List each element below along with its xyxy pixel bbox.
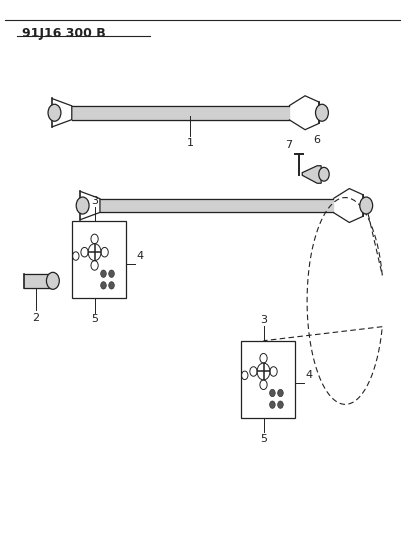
Circle shape — [270, 367, 277, 376]
Circle shape — [101, 281, 106, 289]
Circle shape — [47, 272, 59, 289]
Text: 3: 3 — [260, 315, 267, 325]
Circle shape — [278, 401, 283, 408]
Circle shape — [76, 197, 89, 214]
Text: 3: 3 — [91, 196, 98, 206]
Text: 1: 1 — [187, 138, 194, 148]
Circle shape — [260, 353, 267, 363]
Circle shape — [101, 247, 108, 257]
Text: 5: 5 — [260, 433, 267, 443]
Bar — [241, 341, 295, 418]
Circle shape — [91, 234, 98, 244]
Circle shape — [109, 270, 114, 277]
Circle shape — [250, 367, 257, 376]
Circle shape — [109, 281, 114, 289]
Circle shape — [315, 104, 328, 121]
Circle shape — [101, 270, 106, 277]
Text: 91J16 300 B: 91J16 300 B — [21, 27, 105, 40]
Circle shape — [48, 104, 61, 121]
Circle shape — [319, 167, 329, 181]
Circle shape — [270, 401, 275, 408]
Text: 5: 5 — [91, 314, 98, 324]
Circle shape — [278, 389, 283, 397]
Circle shape — [260, 380, 267, 390]
Bar — [72, 221, 126, 298]
Text: 2: 2 — [32, 313, 39, 322]
Circle shape — [360, 197, 373, 214]
Polygon shape — [302, 166, 321, 183]
Text: 4: 4 — [136, 251, 143, 261]
Circle shape — [270, 389, 275, 397]
Text: 7: 7 — [286, 140, 292, 150]
Circle shape — [91, 261, 98, 270]
Text: 6: 6 — [313, 134, 320, 144]
Circle shape — [81, 247, 88, 257]
Text: 4: 4 — [305, 370, 312, 381]
